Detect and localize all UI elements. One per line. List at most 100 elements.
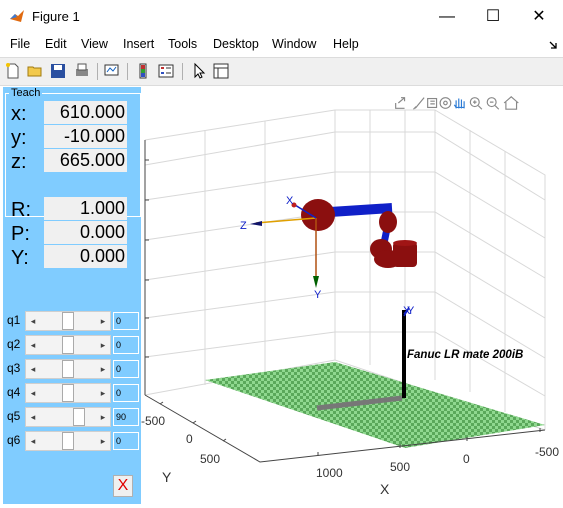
joint-value-q2[interactable]: 0 — [113, 336, 139, 354]
colorbar-icon[interactable] — [134, 62, 152, 80]
slider-thumb[interactable] — [62, 432, 74, 450]
joint-label-q1: q1 — [7, 313, 21, 327]
joint-slider-q4[interactable]: ◂ ▸ — [25, 383, 111, 403]
link-plot-icon[interactable] — [103, 62, 121, 80]
pointer-icon[interactable] — [190, 62, 208, 80]
menu-desktop[interactable]: Desktop — [213, 37, 259, 51]
export-icon[interactable] — [395, 97, 406, 109]
joint-label-q5: q5 — [7, 409, 21, 423]
joint-value-q1[interactable]: 0 — [113, 312, 139, 330]
pitch-label: P: — [11, 223, 30, 245]
joint-slider-q3[interactable]: ◂ ▸ — [25, 359, 111, 379]
menu-view[interactable]: View — [81, 37, 108, 51]
joint-slider-q5[interactable]: ◂ ▸ — [25, 407, 111, 427]
close-teach-button[interactable]: X — [113, 475, 133, 497]
menu-bar: File Edit View Insert Tools Desktop Wind… — [0, 34, 563, 56]
new-figure-icon[interactable] — [4, 62, 22, 80]
zoom-out-icon[interactable] — [486, 97, 500, 110]
slider-thumb[interactable] — [73, 408, 85, 426]
y-tick-500: 500 — [200, 452, 220, 466]
axis-box — [144, 394, 546, 463]
yaw-value: 0.000 — [44, 245, 127, 268]
plot-axes[interactable]: X Y Z Y X Fanuc LR mate 200iB 1000 500 0… — [141, 86, 563, 506]
base-frame-y-label: Y — [407, 305, 415, 317]
title-bar: Figure 1 — ☐ ✕ — [0, 0, 563, 33]
slider-left-arrow-icon[interactable]: ◂ — [30, 436, 36, 446]
x-value: 610.000 — [44, 101, 127, 124]
menu-tools[interactable]: Tools — [168, 37, 198, 51]
yaw-label: Y: — [11, 247, 29, 269]
joint-slider-q6[interactable]: ◂ ▸ — [25, 431, 111, 451]
home-icon[interactable] — [503, 96, 519, 110]
joint-slider-q2[interactable]: ◂ ▸ — [25, 335, 111, 355]
x-tick-neg500: -500 — [535, 445, 559, 459]
joint-value-q3[interactable]: 0 — [113, 360, 139, 378]
toolbar — [0, 57, 563, 86]
base-frame-x-label: X — [403, 305, 411, 317]
roll-value: 1.000 — [44, 197, 127, 220]
slider-thumb[interactable] — [62, 384, 74, 402]
minimize-button[interactable]: — — [439, 8, 455, 25]
window-title: Figure 1 — [32, 9, 80, 24]
print-icon[interactable] — [73, 62, 91, 80]
pan-icon[interactable] — [453, 98, 465, 109]
joint-value-q4[interactable]: 0 — [113, 384, 139, 402]
floor-plane — [205, 362, 545, 448]
z-value: 665.000 — [44, 149, 127, 172]
slider-left-arrow-icon[interactable]: ◂ — [30, 340, 36, 350]
slider-right-arrow-icon[interactable]: ▸ — [100, 436, 106, 446]
property-editor-icon[interactable] — [212, 62, 230, 80]
joint-label-q3: q3 — [7, 361, 21, 375]
joint-slider-q1[interactable]: ◂ ▸ — [25, 311, 111, 331]
rotate-icon[interactable] — [439, 97, 452, 109]
slider-left-arrow-icon[interactable]: ◂ — [30, 316, 36, 326]
legend-icon[interactable] — [157, 62, 175, 80]
slider-left-arrow-icon[interactable]: ◂ — [30, 388, 36, 398]
x-label: x: — [11, 103, 27, 125]
axes-toolbar — [395, 96, 519, 110]
x-tick-1000: 1000 — [316, 466, 343, 480]
joint-value-q6[interactable]: 0 — [113, 432, 139, 450]
slider-right-arrow-icon[interactable]: ▸ — [100, 316, 106, 326]
slider-thumb[interactable] — [62, 360, 74, 378]
y-tick-0: 0 — [186, 432, 193, 446]
menu-edit[interactable]: Edit — [45, 37, 67, 51]
tool-frame-y-label: Y — [314, 289, 322, 301]
slider-thumb[interactable] — [62, 312, 74, 330]
slider-right-arrow-icon[interactable]: ▸ — [100, 388, 106, 398]
menu-insert[interactable]: Insert — [123, 37, 155, 51]
x-tick-0: 0 — [463, 452, 470, 466]
menu-file[interactable]: File — [10, 37, 31, 51]
brush-icon[interactable] — [413, 97, 425, 110]
x-axis-label: X — [380, 481, 390, 497]
teach-title: Teach — [9, 87, 43, 99]
slider-thumb[interactable] — [62, 336, 74, 354]
slider-right-arrow-icon[interactable]: ▸ — [100, 340, 106, 350]
y-value: -10.000 — [44, 125, 127, 148]
roll-label: R: — [11, 199, 31, 221]
close-window-button[interactable]: ✕ — [532, 8, 546, 25]
slider-right-arrow-icon[interactable]: ▸ — [100, 412, 106, 422]
robot-arm — [301, 199, 417, 268]
robot-label: Fanuc LR mate 200iB — [407, 349, 523, 361]
y-tick-neg500: -500 — [141, 414, 165, 428]
slider-left-arrow-icon[interactable]: ◂ — [30, 412, 36, 422]
zoom-in-icon[interactable] — [469, 97, 483, 110]
dock-arrow-icon[interactable] — [548, 40, 558, 50]
datatip-icon[interactable] — [427, 97, 438, 109]
joint-label-q2: q2 — [7, 337, 21, 351]
joint-value-q5[interactable]: 90 — [113, 408, 139, 426]
joint-label-q4: q4 — [7, 385, 21, 399]
y-label: y: — [11, 127, 27, 149]
slider-right-arrow-icon[interactable]: ▸ — [100, 364, 106, 374]
open-file-icon[interactable] — [26, 62, 44, 80]
matlab-icon — [10, 10, 24, 22]
menu-help[interactable]: Help — [333, 37, 359, 51]
slider-left-arrow-icon[interactable]: ◂ — [30, 364, 36, 374]
teach-panel: Teach x: 610.000 y: -10.000 z: 665.000 R… — [3, 87, 141, 504]
save-icon[interactable] — [49, 62, 67, 80]
pitch-value: 0.000 — [44, 221, 127, 244]
tool-frame-z-label: Z — [240, 220, 247, 232]
maximize-button[interactable]: ☐ — [485, 8, 501, 25]
menu-window[interactable]: Window — [272, 37, 317, 51]
